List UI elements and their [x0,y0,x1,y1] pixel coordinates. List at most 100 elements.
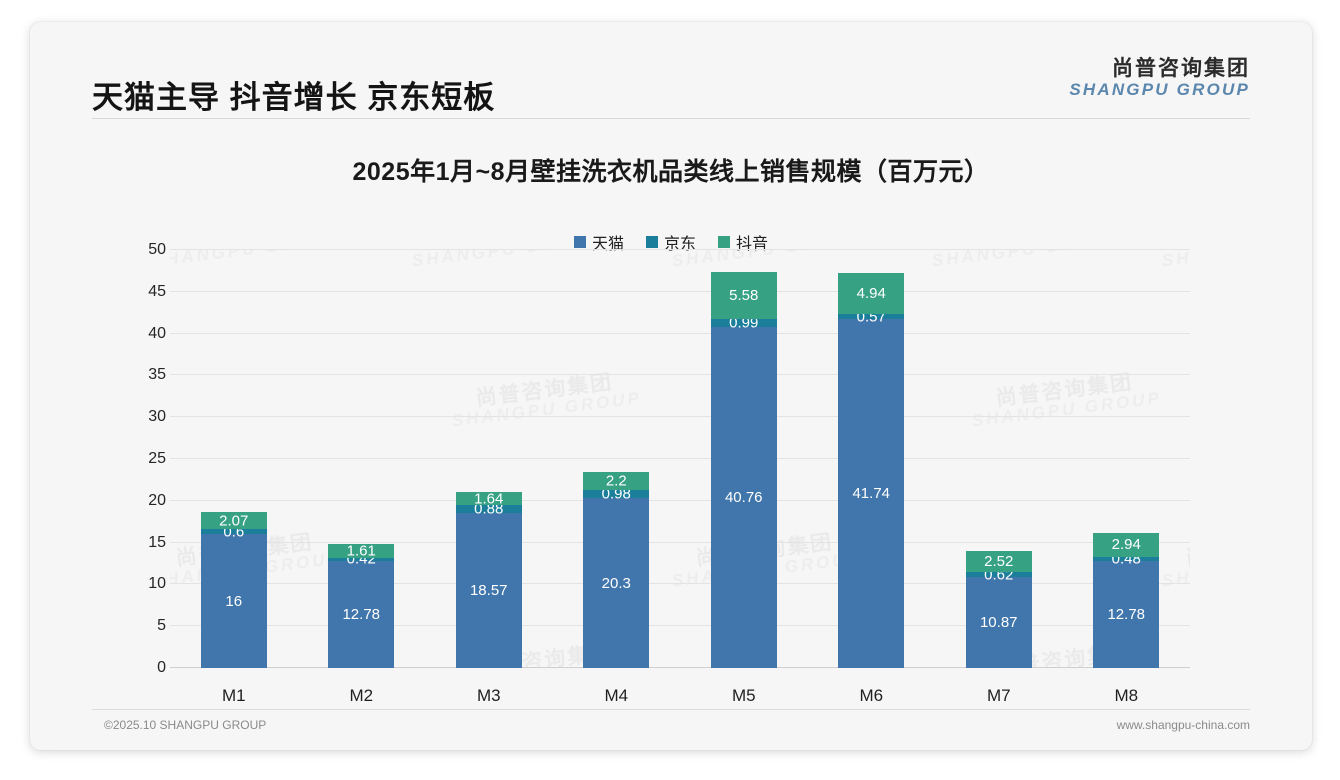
x-axis-label-M3: M3 [476,686,501,705]
bar-segment-抖音[interactable]: 1.61 [328,542,395,560]
slide-header: 天猫主导 抖音增长 京东短板 尚普咨询集团 SHANGPU GROUP [30,22,1312,118]
gridline [170,541,1190,543]
y-axis-tick-label: 45 [148,282,166,300]
gridline [170,583,1190,585]
gridline [170,332,1190,334]
bars-layer: 16 0.6 2.07 12.78 0.42 1.61 18.57 0.88 1.64 20.3 0… [170,250,1190,668]
x-axis-label-M7: M7 [986,686,1011,705]
y-axis-tick-label: 35 [148,366,166,384]
gridline [170,374,1190,376]
legend-swatch-icon [718,236,730,248]
bar-value-label: 2.94 [1111,536,1141,554]
y-axis-tick-label: 40 [148,324,166,342]
x-axis-label-M5: M5 [731,686,756,705]
company-logo: 尚普咨询集团 SHANGPU GROUP [1069,57,1250,99]
legend-item-天猫[interactable]: 天猫 [573,230,624,254]
bar-value-label: 40.76 [724,489,763,507]
bar-value-label: 0.99 [729,314,759,332]
y-axis-tick-label: 50 [148,241,166,258]
bar-segment-天猫[interactable]: 41.74 [838,319,905,668]
header-divider [92,118,1250,119]
bar-segment-抖音[interactable]: 2.94 [1093,532,1160,558]
gridline [170,625,1190,627]
gridline [170,458,1190,459]
bar-value-label: 18.57 [469,581,508,599]
bar-value-label: 1.61 [346,542,376,560]
bar-segment-京东[interactable]: 0.99 [710,316,777,331]
x-axis-label-M6: M6 [859,686,884,705]
bar-group-M3[interactable]: 18.57 0.88 1.64 [455,490,522,668]
bar-value-label: 41.74 [852,485,891,503]
bar-group-M4[interactable]: 20.3 0.98 2.2 [583,471,650,668]
bar-group-M6[interactable]: 41.74 0.57 4.94 [838,273,905,668]
y-axis-tick-label: 5 [157,617,166,635]
bar-segment-抖音[interactable]: 1.64 [455,490,522,508]
gridline [170,499,1190,501]
gridline [170,416,1190,418]
logo-english-name: SHANGPU GROUP [1069,79,1250,99]
bar-segment-天猫[interactable]: 40.76 [710,327,777,668]
footer-website: www.shangpu-china.com [1116,718,1250,732]
bar-segment-抖音[interactable]: 2.2 [583,471,650,491]
x-axis-label-M8: M8 [1114,686,1139,705]
chart-legend: 天猫 京东 抖音 [30,230,1312,254]
x-axis-label-M2: M2 [349,686,374,705]
bar-value-label: 16 [225,592,243,610]
bar-value-label: 5.58 [729,287,759,305]
x-axis-line [170,667,1190,668]
bar-value-label: 12.78 [342,606,381,624]
bar-segment-天猫[interactable]: 10.87 [965,577,1032,668]
legend-swatch-icon [645,236,658,248]
legend-item-抖音[interactable]: 抖音 [718,230,768,254]
x-axis-label-M1: M1 [221,686,246,705]
bar-segment-天猫[interactable]: 16 [200,534,267,668]
bar-value-label: 2.52 [984,552,1014,570]
chart-title: 2025年1月~8月壁挂洗衣机品类线上销售规模（百万元） [352,158,990,186]
bar-value-label: 4.94 [856,285,886,303]
bar-group-M2[interactable]: 12.78 0.42 1.61 [328,542,395,668]
bar-segment-天猫[interactable]: 12.78 [328,561,395,668]
bar-segment-抖音[interactable]: 2.52 [965,550,1032,572]
bar-value-label: 2.2 [605,472,627,490]
bar-segment-天猫[interactable]: 12.78 [1093,561,1160,668]
bar-group-M5[interactable]: 40.76 0.99 5.58 [710,272,777,668]
bar-value-label: 0.98 [601,485,631,503]
y-axis-tick-label: 30 [148,408,166,426]
logo-chinese-name: 尚普咨询集团 [1112,57,1250,80]
bar-segment-抖音[interactable]: 4.94 [838,273,905,315]
bar-value-label: 2.07 [219,512,249,530]
bar-segment-京东[interactable]: 0.6 [200,524,267,539]
bar-segment-京东[interactable]: 0.98 [583,487,650,502]
bar-value-label: 12.78 [1107,606,1146,624]
slide-card: 天猫主导 抖音增长 京东短板 尚普咨询集团 SHANGPU GROUP 2025… [30,22,1312,750]
y-axis-tick-label: 10 [148,575,166,593]
y-axis-tick-label: 25 [148,450,166,467]
bar-segment-抖音[interactable]: 5.58 [710,272,777,319]
page-title: 天猫主导 抖音增长 京东短板 [92,80,496,115]
legend-item-京东[interactable]: 京东 [645,230,696,254]
bar-segment-京东[interactable]: 0.57 [838,309,905,324]
bar-segment-天猫[interactable]: 18.57 [455,512,522,668]
bar-group-M8[interactable]: 12.78 0.48 2.94 [1093,532,1160,668]
footer-divider [92,709,1250,710]
gridline [170,249,1190,250]
gridline [170,290,1190,292]
legend-label: 抖音 [736,236,769,253]
x-axis-labels: M1 M2 M3 M4 M5 M6 M7 M8 [170,674,1190,708]
y-axis-tick-label: 20 [148,491,166,509]
y-axis-tick-label: 0 [157,659,166,676]
bar-value-label: 1.64 [474,490,504,508]
bar-segment-天猫[interactable]: 20.3 [583,498,650,668]
bar-segment-抖音[interactable]: 2.07 [200,511,267,530]
bar-value-label: 20.3 [601,574,631,592]
legend-swatch-icon [573,236,586,248]
bar-group-M1[interactable]: 16 0.6 2.07 [200,511,267,668]
bar-group-M7[interactable]: 10.87 0.62 2.52 [965,550,1032,668]
legend-label: 天猫 [591,236,624,253]
x-axis-label-M4: M4 [604,686,629,705]
footer-copyright: ©2025.10 SHANGPU GROUP [104,718,267,732]
y-axis-tick-label: 15 [148,533,166,551]
bar-segment-京东[interactable]: 0.48 [1093,552,1160,567]
bar-segment-京东[interactable]: 0.62 [965,567,1032,582]
